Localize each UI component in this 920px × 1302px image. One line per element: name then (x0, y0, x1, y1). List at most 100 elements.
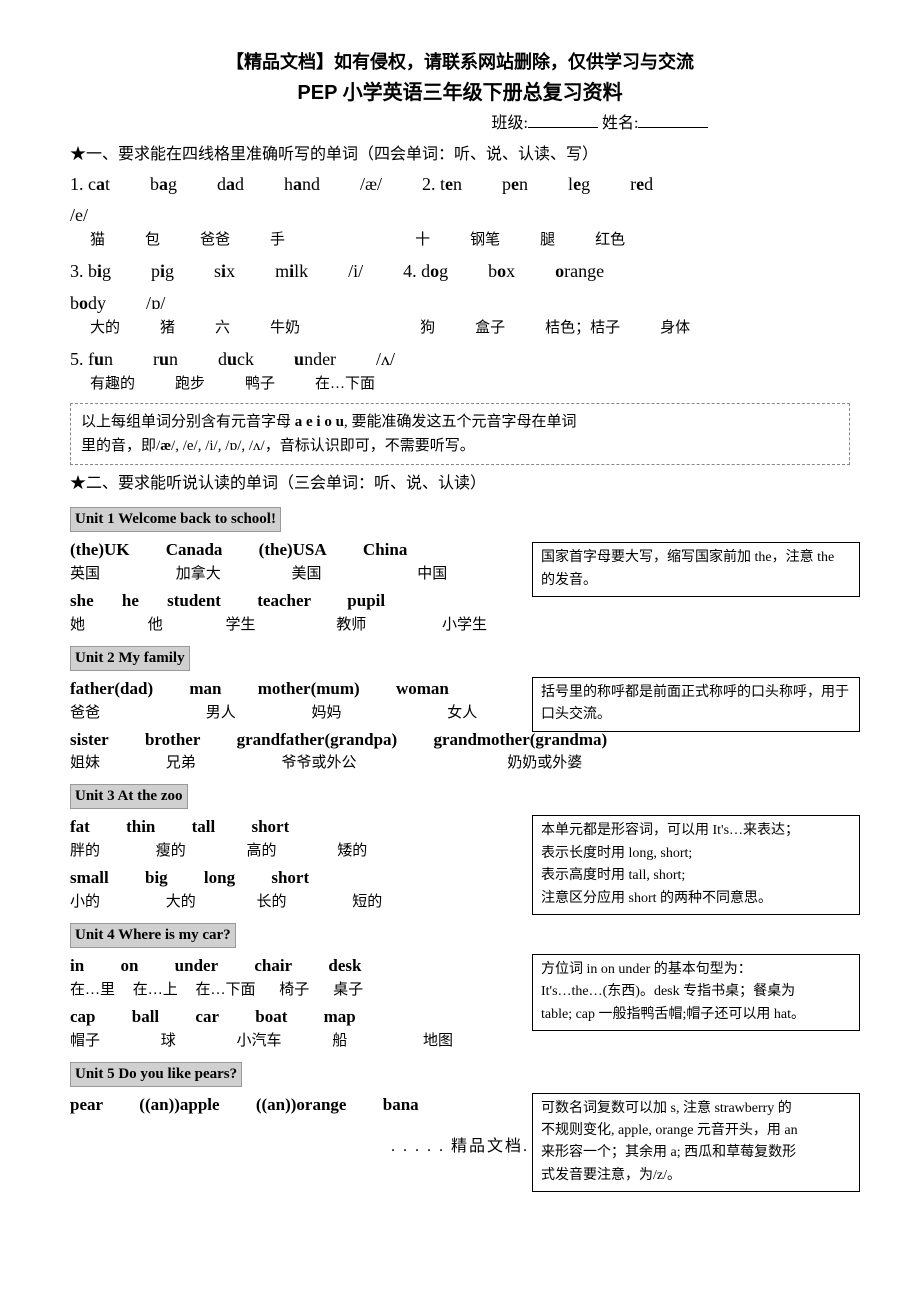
cn: 钢笔 (470, 230, 500, 251)
phonetic-e: /e/ (70, 203, 88, 228)
cn: 奶奶或外婆 (507, 753, 582, 774)
vocab-row-2: 3. big pig six milk /i/ 4. dog box orang… (70, 259, 850, 284)
num: 5. (70, 349, 84, 369)
num: 2. (422, 174, 436, 194)
word: (the)UK (70, 540, 129, 559)
sidebox-line: 不规则变化, apple, orange 元音开头，用 an (541, 1120, 851, 1142)
word: bana (383, 1095, 419, 1114)
name-label: 姓名: (602, 115, 638, 132)
num: 1. (70, 174, 84, 194)
vocab-row-1: 1. cat bag dad hand /æ/ 2. ten pen leg r… (70, 172, 850, 197)
cn: 大的 (166, 892, 221, 913)
sidebox-line: It's…the…(东西)。desk 专指书桌；餐桌为 (541, 981, 851, 1003)
word: mother(mum) (258, 679, 360, 698)
cn: 教师 (336, 615, 406, 636)
unit-2-row-2-cn: 姐妹 兄弟 爷爷或外公 奶奶或外婆 (70, 753, 850, 774)
word: pupil (347, 591, 385, 610)
name-blank (638, 111, 708, 128)
cn: 椅子 (279, 980, 309, 1001)
word: teacher (257, 591, 311, 610)
word: ((an))apple (139, 1095, 219, 1114)
cn: 爸爸 (70, 703, 170, 724)
cn: 六 (215, 318, 230, 339)
word: under (175, 956, 218, 975)
cn: 跑步 (175, 374, 205, 395)
unit-3-label: Unit 3 At the zoo (70, 784, 188, 809)
word: man (189, 679, 221, 698)
word: car (195, 1007, 219, 1026)
class-label: 班级: (492, 115, 528, 132)
sidebox-line: 表示高度时用 tall, short; (541, 865, 851, 887)
note-line: 里的音，即/æ/, /e/, /i/, /ɒ/, /ʌ/，音标认识即可，不需要听… (81, 434, 839, 458)
word: desk (328, 956, 361, 975)
vocab-row-2b: body /ɒ/ (70, 291, 850, 316)
cn: 球 (161, 1031, 201, 1052)
unit-2-block: 括号里的称呼都是前面正式称呼的口头称呼，用于口头交流。 father(dad) … (70, 677, 850, 775)
sidebox-line: 式发音要注意，为/z/。 (541, 1165, 851, 1187)
word: short (251, 817, 289, 836)
cn: 女人 (447, 703, 477, 724)
word: on (120, 956, 138, 975)
word: ((an))orange (256, 1095, 347, 1114)
cn: 十 (415, 230, 430, 251)
sidebox-text: 国家首字母要大写，缩写国家前加 the，注意 the 的发音。 (541, 550, 834, 587)
cn: 大的 (90, 318, 120, 339)
cn: 妈妈 (312, 703, 412, 724)
cn: 狗 (420, 318, 435, 339)
word: woman (396, 679, 449, 698)
word: boat (255, 1007, 287, 1026)
vocab-row-3: 5. fun run duck under /ʌ/ (70, 347, 850, 372)
cn: 英国 (70, 564, 140, 585)
vocab-row-1b: /e/ (70, 203, 850, 228)
word: long (204, 868, 235, 887)
cn: 小学生 (442, 615, 487, 636)
unit-4-block: 方位词 in on under 的基本句型为： It's…the…(东西)。de… (70, 954, 850, 1052)
phonetic-i: /i/ (348, 259, 363, 284)
cn: 在…下面 (315, 374, 375, 395)
cn: 高的 (247, 841, 302, 862)
num: 3. (70, 261, 84, 281)
cn: 牛奶 (270, 318, 300, 339)
unit-3-block: 本单元都是形容词，可以用 It's…来表达； 表示长度时用 long, shor… (70, 815, 850, 913)
cn: 他 (148, 615, 190, 636)
note-line: 以上每组单词分别含有元音字母 a e i o u, 要能准确发这五个元音字母在单… (81, 410, 839, 434)
word: tall (192, 817, 216, 836)
word: pear (70, 1095, 103, 1114)
page-title: PEP 小学英语三年级下册总复习资料 (70, 79, 850, 107)
word: small (70, 868, 109, 887)
unit-3-sidebox: 本单元都是形容词，可以用 It's…来表达； 表示长度时用 long, shor… (532, 815, 860, 915)
cn: 桔色；桔子 (545, 318, 620, 339)
word: (the)USA (259, 540, 327, 559)
note-box-1: 以上每组单词分别含有元音字母 a e i o u, 要能准确发这五个元音字母在单… (70, 403, 850, 465)
cn: 在…里 (70, 980, 115, 1001)
vocab-row-1-cn: 猫 包 爸爸 手 十 钢笔 腿 红色 (70, 230, 850, 251)
cn: 矮的 (337, 841, 367, 862)
cn: 长的 (257, 892, 317, 913)
class-blank (528, 111, 598, 128)
unit-4-row-2-cn: 帽子 球 小汽车 船 地图 (70, 1031, 850, 1052)
cn: 瘦的 (156, 841, 211, 862)
unit-1-sidebox: 国家首字母要大写，缩写国家前加 the，注意 the 的发音。 (532, 542, 860, 597)
word: cap (70, 1007, 96, 1026)
unit-5-sidebox: 可数名词复数可以加 s, 注意 strawberry 的 不规则变化, appl… (532, 1093, 860, 1193)
header-note: 【精品文档】如有侵权，请联系网站删除，仅供学习与交流 (70, 50, 850, 75)
word: big (145, 868, 168, 887)
word: sister (70, 730, 109, 749)
num: 4. (403, 261, 417, 281)
sidebox-line: 本单元都是形容词，可以用 It's…来表达； (541, 820, 851, 842)
cn: 红色 (595, 230, 625, 251)
phonetic-ae: /æ/ (360, 172, 382, 197)
word: map (324, 1007, 356, 1026)
cn: 猪 (160, 318, 175, 339)
cn: 姐妹 (70, 753, 130, 774)
cn: 胖的 (70, 841, 120, 862)
phonetic-o: /ɒ/ (146, 291, 165, 316)
cn: 腿 (540, 230, 555, 251)
phonetic-v: /ʌ/ (376, 347, 395, 372)
sidebox-line: 可数名词复数可以加 s, 注意 strawberry 的 (541, 1098, 851, 1120)
word: short (271, 868, 309, 887)
unit-5-label: Unit 5 Do you like pears? (70, 1062, 242, 1087)
cn: 盒子 (475, 318, 505, 339)
sidebox-text: 括号里的称呼都是前面正式称呼的口头称呼，用于口头交流。 (541, 685, 849, 722)
unit-5-block: 可数名词复数可以加 s, 注意 strawberry 的 不规则变化, appl… (70, 1093, 850, 1193)
